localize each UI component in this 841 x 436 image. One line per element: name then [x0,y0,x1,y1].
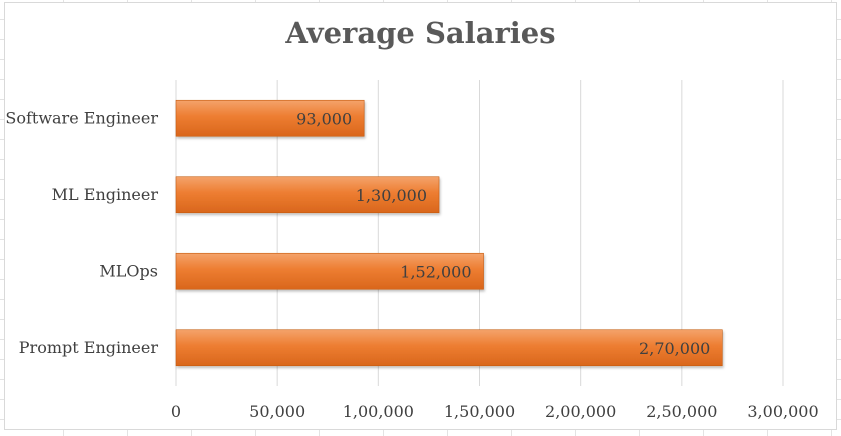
x-tick-label: 2,50,000 [646,402,717,421]
x-tick-label: 2,00,000 [545,402,616,421]
data-label: 2,70,000 [639,339,710,358]
category-label: Software Engineer [5,108,158,127]
category-label: ML Engineer [52,185,159,204]
x-tick-label: 3,00,000 [747,402,818,421]
bar [175,99,365,137]
bar [175,252,484,290]
category-label: Prompt Engineer [19,338,159,357]
data-label: 93,000 [296,109,352,128]
x-tick-label: 1,00,000 [343,402,414,421]
category-label: MLOps [99,261,158,280]
x-tick-label: 50,000 [249,402,305,421]
data-label: 1,52,000 [400,262,471,281]
chart-title: Average Salaries [285,16,556,50]
x-tick-label: 0 [171,402,181,421]
bar [175,176,440,214]
x-tick-label: 1,50,000 [444,402,515,421]
bar [175,329,723,367]
data-label: 1,30,000 [356,186,427,205]
